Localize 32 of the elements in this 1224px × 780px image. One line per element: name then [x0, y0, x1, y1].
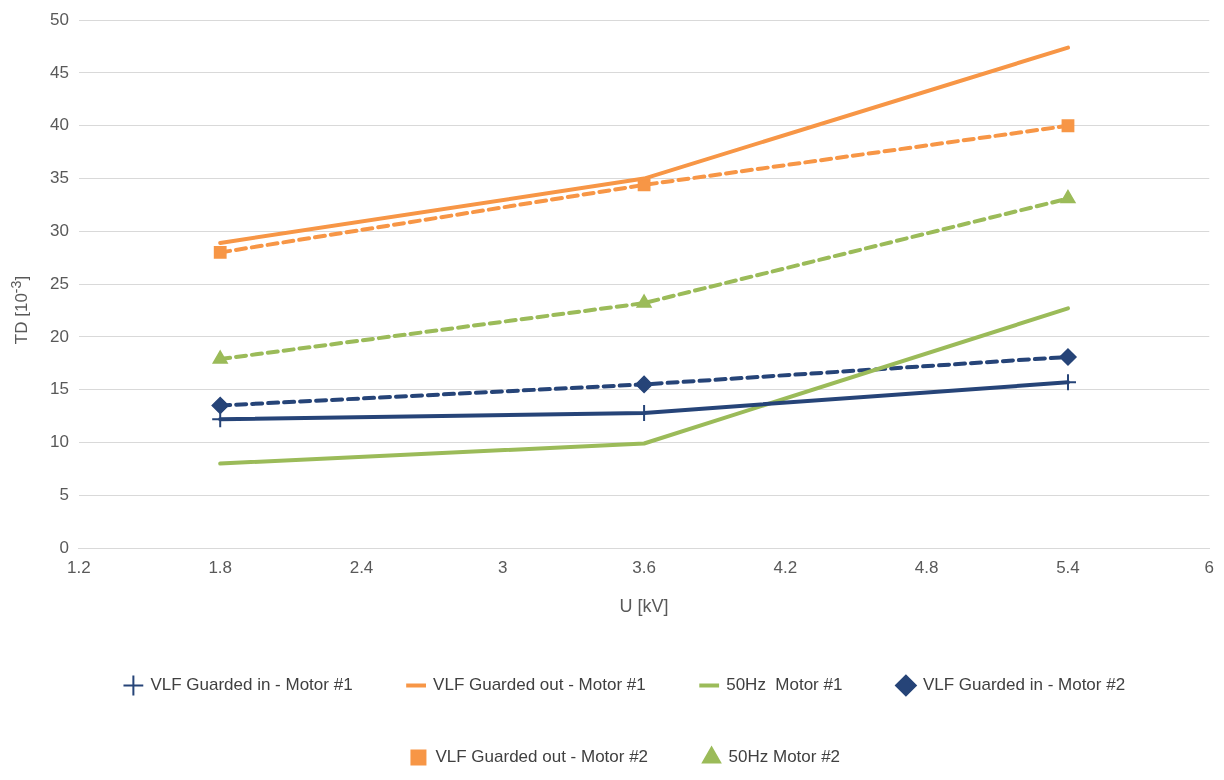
y-tick-label: 40	[49, 115, 69, 135]
x-tick-label: 2.4	[349, 557, 374, 577]
legend-label: 50Hz Motor #2	[728, 747, 841, 767]
y-tick-label: 0	[59, 537, 69, 557]
y-tick-label: 5	[59, 484, 69, 504]
y-tick-label: 20	[49, 326, 69, 346]
x-tick-label: 4.2	[773, 557, 798, 577]
x-tick-label: 3	[498, 557, 508, 577]
x-tick-label: 5.4	[1056, 557, 1080, 577]
x-tick-label: 4.8	[914, 557, 939, 577]
point	[211, 396, 229, 415]
point	[635, 375, 653, 394]
y-tick-label: 45	[49, 62, 69, 82]
y-tick-label: 30	[49, 221, 69, 241]
y-tick-label: 35	[49, 168, 69, 188]
y-tick-label: 25	[49, 273, 69, 293]
point	[1061, 119, 1075, 133]
legend-label: VLF Guarded out - Motor #1	[433, 675, 646, 695]
y-tick-label: 10	[49, 432, 69, 452]
x-tick-label: 1.8	[208, 557, 233, 577]
x-tick-label: 6	[1204, 557, 1215, 577]
legend-label: VLF Guarded in - Motor #1	[150, 675, 353, 695]
y-tick-label: 15	[49, 379, 69, 399]
point	[1059, 348, 1077, 366]
legend-label: VLF Guarded in - Motor #2	[922, 675, 1126, 695]
legend-label: 50Hz Motor #1	[726, 675, 843, 695]
y-tick-label: 50	[49, 9, 69, 29]
x-tick-label: 3.6	[632, 557, 656, 577]
point	[213, 246, 227, 259]
x-tick-label: 1.2	[67, 557, 91, 577]
x-axis-title: U [kV]	[619, 596, 669, 617]
legend-label: VLF Guarded out - Motor #2	[435, 747, 649, 767]
